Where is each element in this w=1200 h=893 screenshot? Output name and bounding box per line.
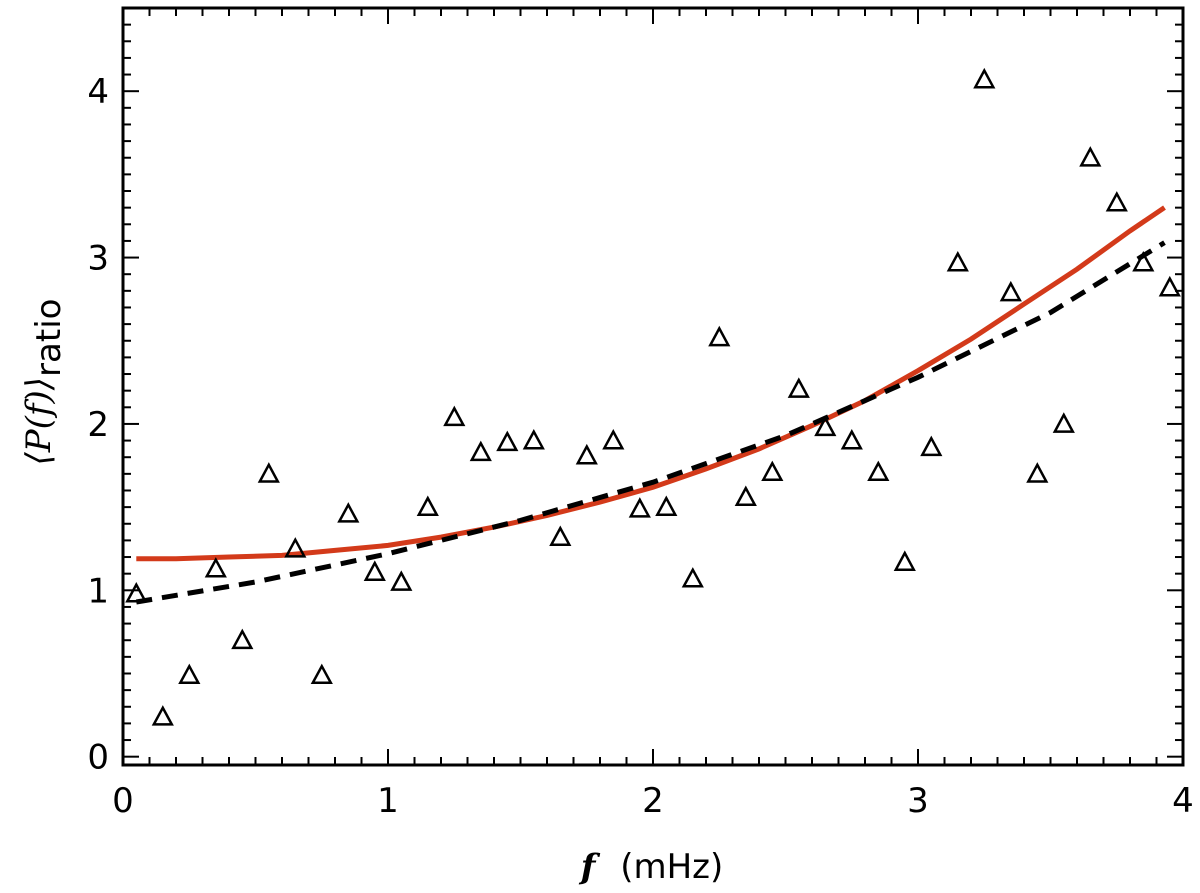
- data-point-triangle: [973, 67, 996, 89]
- fit-lines: [135, 205, 1166, 605]
- data-point-triangle: [496, 430, 519, 452]
- data-point-triangle: [390, 570, 413, 591]
- data-point-triangle: [787, 377, 810, 398]
- fit-dashed-line: [135, 240, 1166, 605]
- data-point-triangle: [655, 495, 678, 517]
- data-point-triangle: [363, 560, 386, 581]
- data-point-triangle: [1158, 275, 1181, 297]
- data-point-triangle: [867, 460, 890, 482]
- x-axis-variable: f: [579, 847, 601, 887]
- data-point-triangle: [284, 537, 307, 558]
- x-tick-label: 0: [112, 781, 134, 821]
- y-tick-label: 1: [87, 571, 109, 611]
- x-tick-label: 2: [642, 781, 664, 821]
- data-point-triangle: [1052, 412, 1075, 433]
- data-point-triangle: [416, 495, 439, 517]
- axes: [121, 6, 1185, 767]
- x-tick-label: 3: [907, 781, 929, 821]
- x-axis-label: f (mHz): [579, 847, 724, 887]
- data-point-triangle: [1026, 462, 1049, 483]
- data-point-triangle: [734, 485, 757, 507]
- data-point-triangle: [151, 705, 174, 726]
- data-point-triangle: [1105, 191, 1128, 212]
- data-point-triangle: [522, 428, 545, 450]
- data-point-triangle: [999, 280, 1022, 302]
- tick-labels: 0 1 2 3 4 0 1 2 3 4: [87, 72, 1193, 821]
- data-points: [125, 67, 1181, 726]
- plot-frame: [121, 6, 1185, 767]
- data-point-triangle: [840, 428, 863, 450]
- y-axis-text: ⟨P(f)⟩: [19, 377, 59, 466]
- data-point-triangle: [1079, 146, 1102, 167]
- data-point-triangle: [443, 405, 466, 427]
- data-point-triangle: [628, 497, 651, 518]
- data-point-triangle: [310, 663, 333, 685]
- data-point-triangle: [920, 435, 943, 457]
- data-point-triangle: [946, 250, 969, 272]
- y-axis-subscript: ratio: [29, 299, 69, 377]
- data-point-triangle: [125, 581, 148, 603]
- x-tick-label: 4: [1172, 781, 1194, 821]
- data-point-triangle: [549, 525, 572, 546]
- data-point-triangle: [681, 567, 704, 588]
- y-tick-label: 4: [87, 72, 109, 112]
- y-tick-label: 3: [87, 239, 109, 279]
- data-point-triangle: [204, 557, 227, 578]
- data-point-triangle: [469, 440, 492, 462]
- y-tick-label: 2: [87, 405, 109, 445]
- data-point-triangle: [893, 550, 916, 571]
- data-point-triangle: [1132, 250, 1155, 272]
- data-point-triangle: [602, 428, 625, 450]
- data-point-triangle: [337, 502, 360, 523]
- data-point-triangle: [761, 460, 784, 482]
- data-point-triangle: [231, 628, 254, 650]
- data-point-triangle: [178, 663, 201, 685]
- fit-solid-line: [136, 205, 1166, 562]
- y-tick-label: 0: [87, 738, 109, 778]
- x-tick-label: 1: [377, 781, 399, 821]
- data-point-triangle: [257, 462, 280, 483]
- data-point-triangle: [575, 443, 598, 465]
- data-point-triangle: [814, 415, 837, 437]
- y-axis-label: ⟨P(f)⟩ratio: [19, 299, 69, 466]
- data-point-triangle: [708, 325, 731, 347]
- x-axis-unit: (mHz): [620, 847, 723, 887]
